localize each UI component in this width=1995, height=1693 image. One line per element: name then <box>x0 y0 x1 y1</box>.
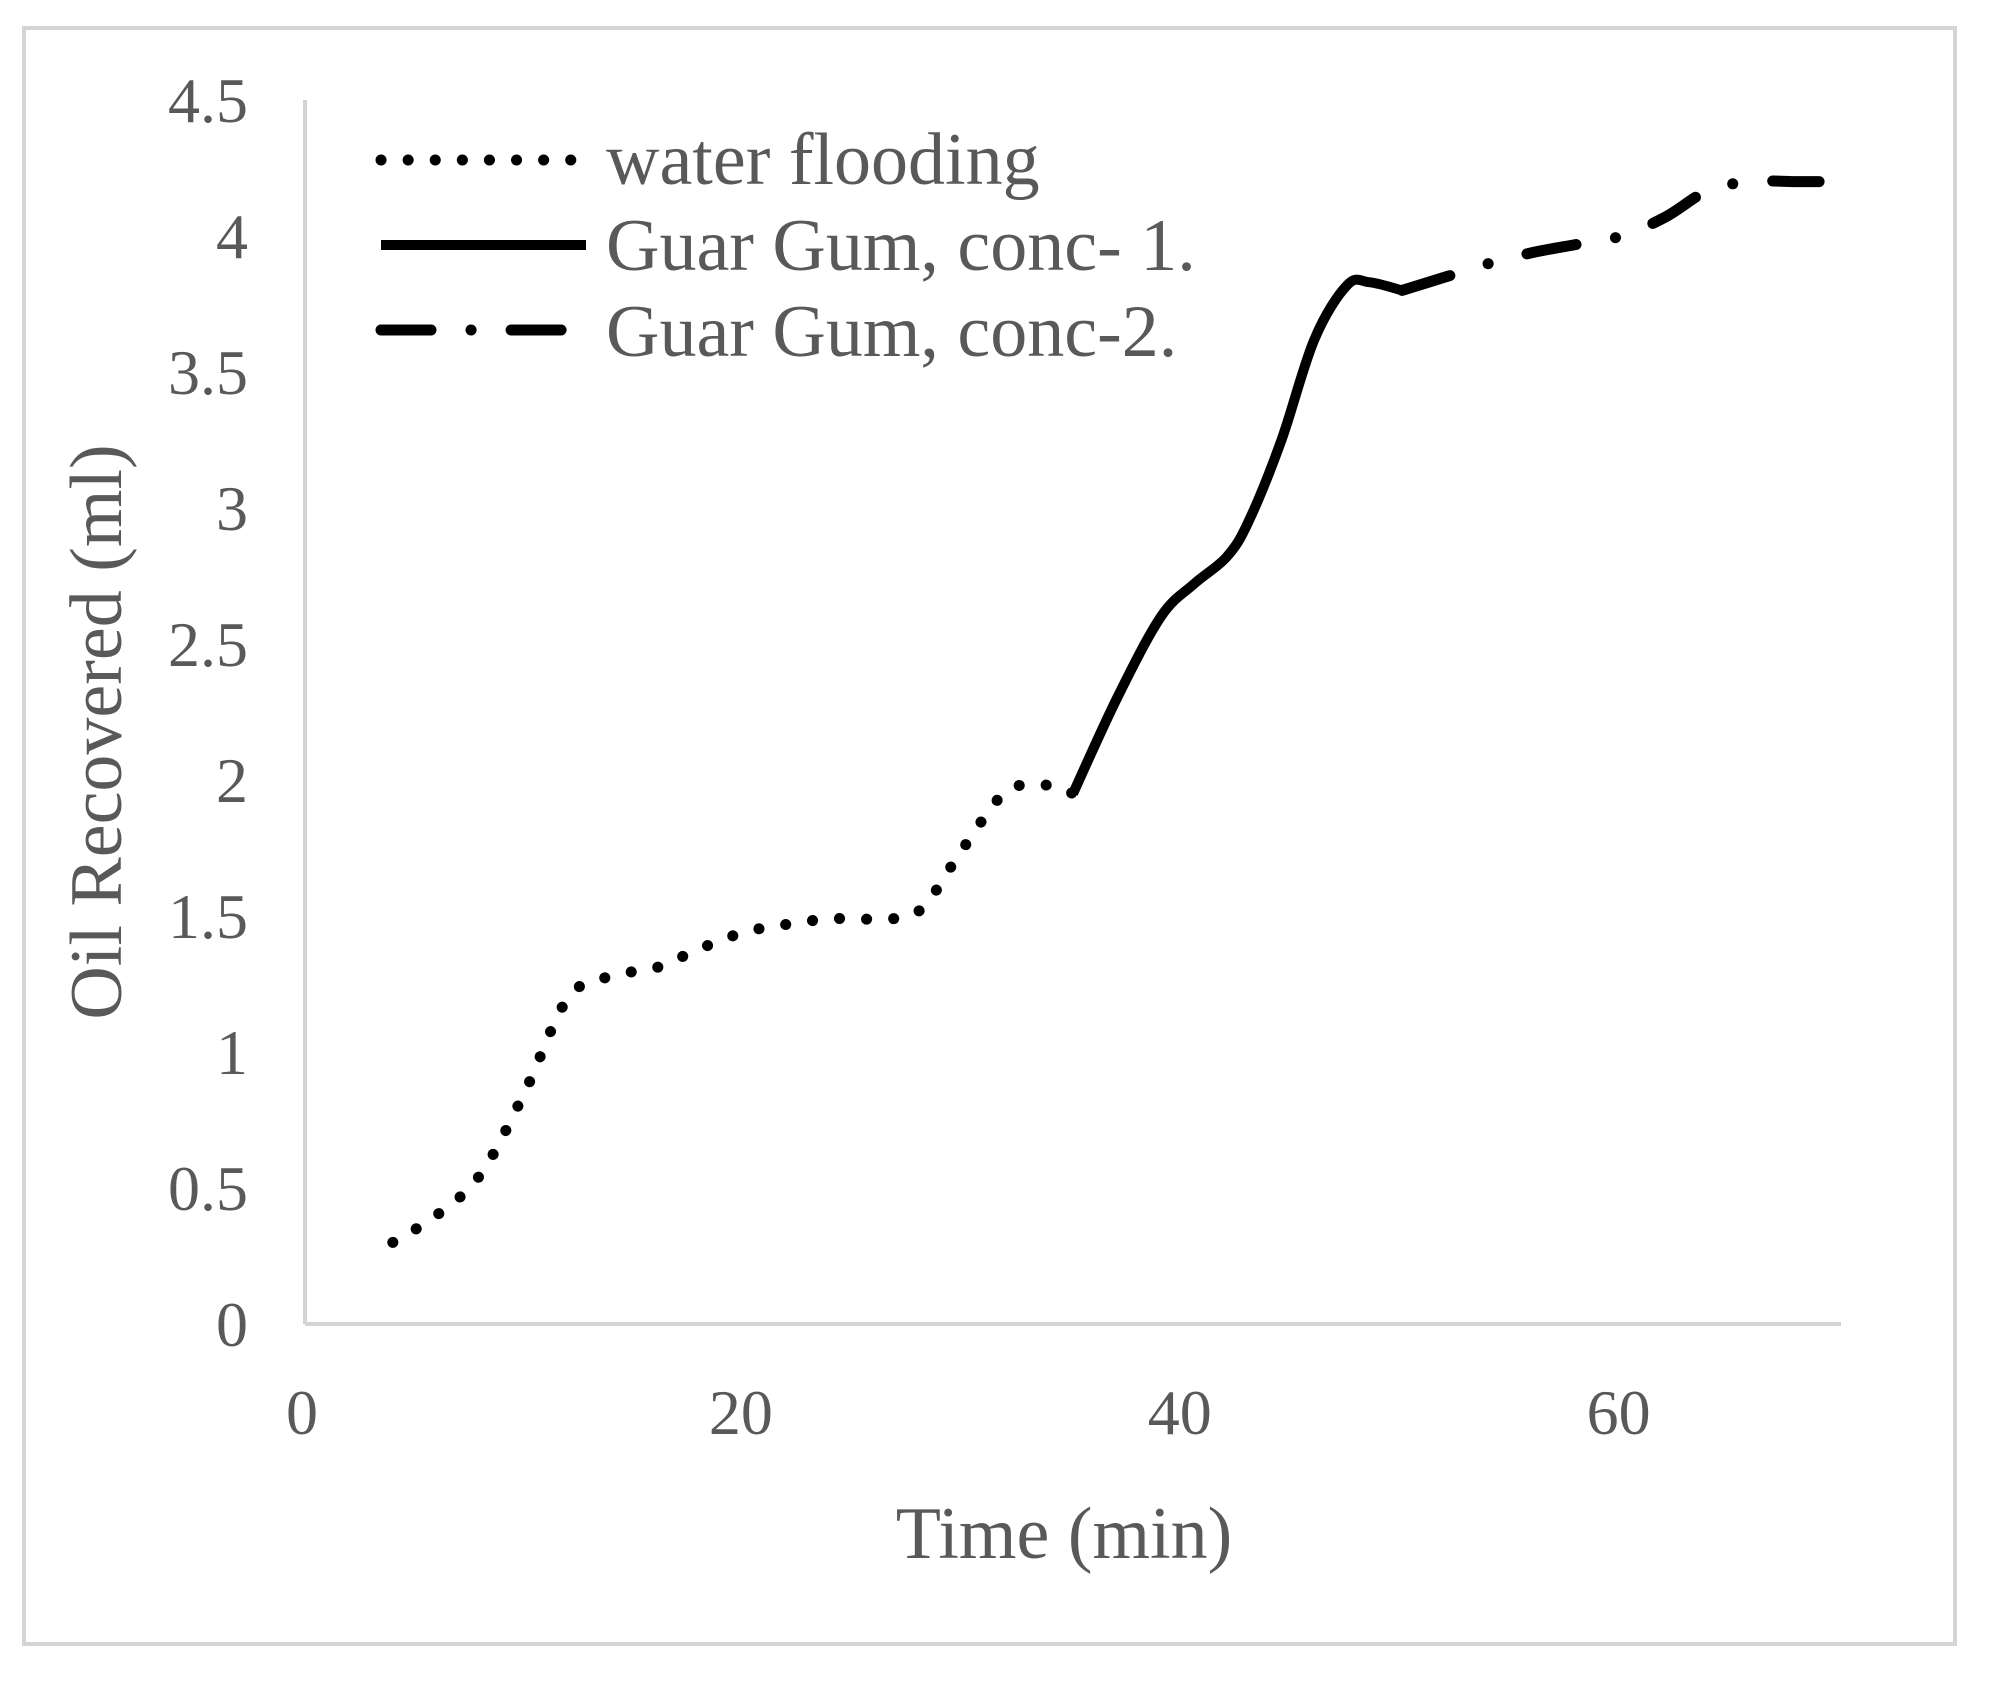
x-tick-label: 0 <box>286 1377 318 1448</box>
x-tick-labels: 0 20 40 60 <box>286 1377 1651 1448</box>
y-tick-labels: 0 0.5 1 1.5 2 2.5 3 3.5 4 4.5 <box>168 65 248 1360</box>
y-tick-label: 3.5 <box>168 337 248 408</box>
series-line-water-flooding <box>387 778 1079 1248</box>
y-tick-label: 1.5 <box>168 881 248 952</box>
legend: water flooding Guar Gum, conc- 1. Guar G… <box>375 119 1196 373</box>
legend-label-guar-gum-conc-2: Guar Gum, conc-2. <box>606 291 1177 373</box>
y-tick-label: 2.5 <box>168 609 248 680</box>
y-tick-label: 1 <box>216 1017 248 1088</box>
y-tick-label: 3 <box>216 473 248 544</box>
y-tick-label: 4 <box>216 201 248 272</box>
legend-label-guar-gum-conc-1: Guar Gum, conc- 1. <box>606 205 1196 287</box>
chart-area: 00.511.522.533.544.5 0 20 40 60 Time (min) … <box>56 65 1841 1575</box>
series-line-guar-gum-conc-1 <box>1068 274 1404 796</box>
x-tick-label: 20 <box>709 1377 773 1448</box>
y-axis-title: Oil Recovered (ml) <box>56 444 138 1019</box>
x-tick-label: 60 <box>1587 1377 1651 1448</box>
series-lines <box>387 175 1825 1248</box>
series-line-guar-gum-conc-2 <box>1396 175 1825 296</box>
legend-label-water-flooding: water flooding <box>606 119 1040 201</box>
x-axis-title: Time (min) <box>896 1493 1232 1575</box>
y-tick-label: 0 <box>216 1289 248 1360</box>
y-tick-label: 2 <box>216 745 248 816</box>
y-tick-label: 0.5 <box>168 1153 248 1224</box>
x-tick-label: 40 <box>1148 1377 1212 1448</box>
chart-frame: 0 0.5 1 1.5 2 2.5 3 3.5 4 4.5 0 20 40 60 Time (min) … <box>22 26 1957 1646</box>
y-tick-label: 4.5 <box>168 65 248 136</box>
